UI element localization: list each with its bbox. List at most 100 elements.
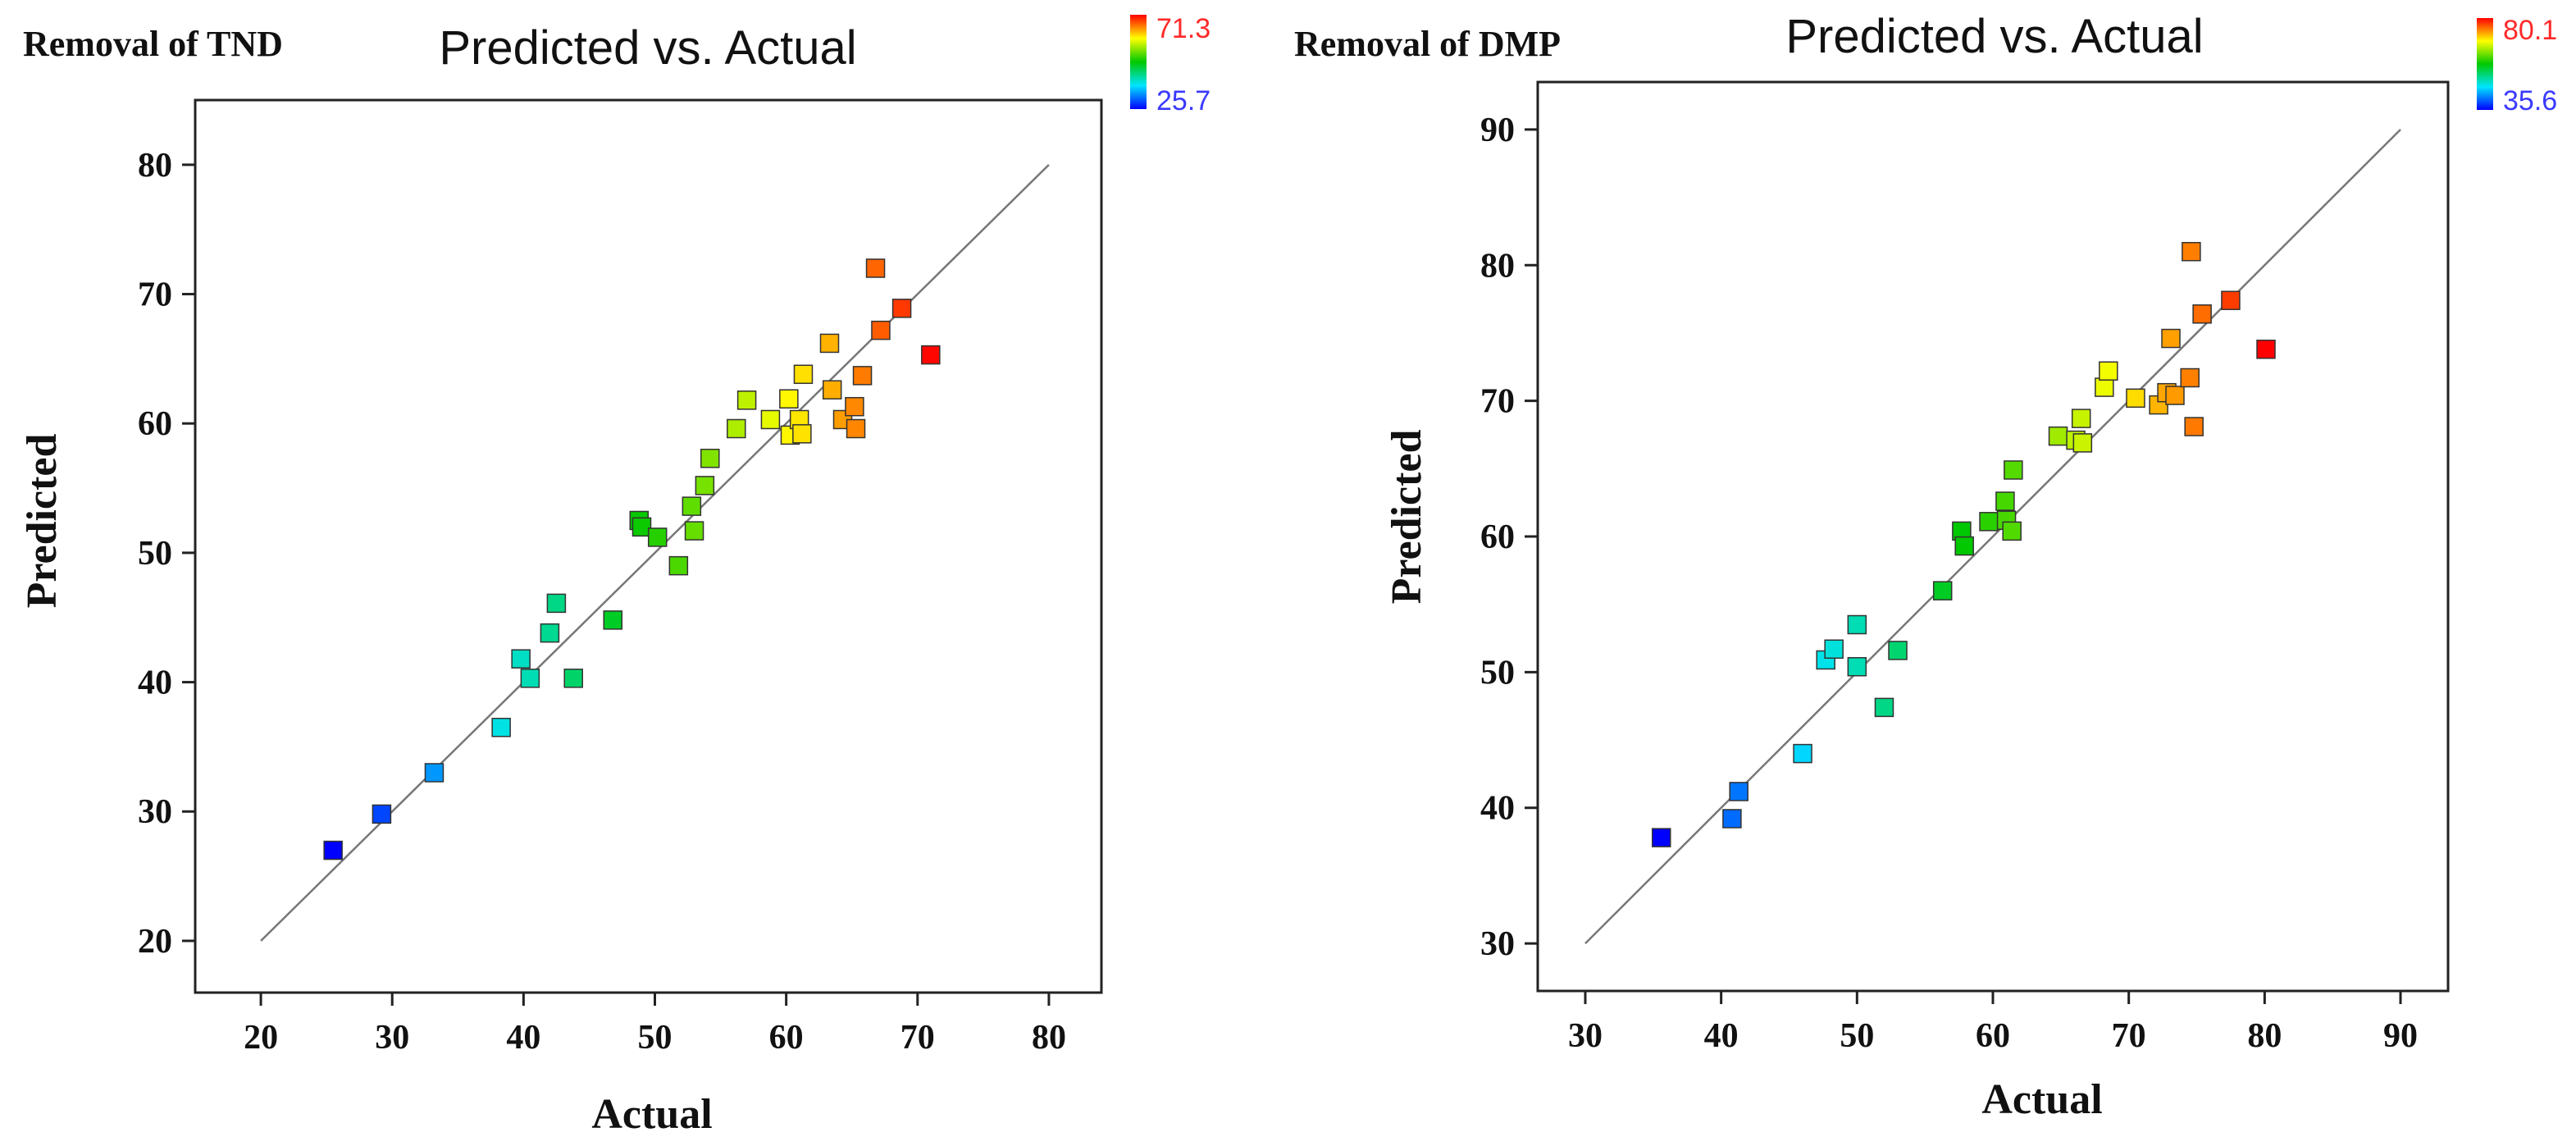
corner-label-dmp: Removal of DMP (1294, 24, 1561, 64)
data-point-tnd (647, 527, 668, 547)
y-tick-label-tnd: 80 (138, 147, 172, 185)
data-point-tnd (511, 649, 531, 669)
data-point-dmp (2071, 409, 2091, 428)
x-tick-label-dmp: 90 (2383, 1017, 2418, 1055)
data-point-tnd (603, 610, 623, 630)
data-point-tnd (871, 320, 891, 340)
data-point-tnd (760, 409, 781, 430)
data-point-dmp (2192, 304, 2212, 324)
x-tick-label-tnd: 80 (1032, 1019, 1066, 1057)
data-point-tnd (736, 390, 757, 410)
y-tick-label-dmp: 70 (1480, 383, 1515, 421)
data-point-tnd (424, 763, 445, 783)
x-tick-label-dmp: 60 (1976, 1017, 2010, 1055)
data-point-tnd (323, 840, 343, 861)
data-point-tnd (491, 718, 511, 737)
data-point-dmp (1847, 614, 1867, 635)
y-tick-label-dmp: 40 (1480, 790, 1515, 828)
data-point-dmp (1995, 491, 2015, 511)
color-scale-bar-tnd (1130, 15, 1147, 109)
data-point-dmp (2002, 521, 2022, 541)
plot-area-tnd (194, 98, 1103, 994)
data-point-dmp (1874, 697, 1894, 718)
y-tick-label-dmp: 50 (1480, 654, 1515, 692)
reference-diagonal-tnd (260, 163, 1050, 942)
x-axis-label-dmp: Actual (1981, 1076, 2102, 1123)
y-tick-label-dmp: 90 (1480, 112, 1515, 149)
data-point-dmp (2099, 361, 2118, 381)
data-point-dmp (2048, 426, 2068, 446)
corner-label-tnd: Removal of TND (23, 24, 283, 64)
x-axis-label-tnd: Actual (591, 1091, 712, 1138)
y-tick-label-tnd: 40 (138, 664, 172, 702)
x-tick-label-tnd: 40 (506, 1019, 540, 1057)
data-point-tnd (845, 396, 864, 417)
data-point-dmp (2004, 460, 2023, 480)
data-point-dmp (2184, 417, 2204, 436)
data-point-dmp (2161, 328, 2181, 349)
data-point-tnd (852, 366, 873, 386)
data-point-dmp (1888, 641, 1908, 660)
data-point-dmp (1824, 639, 1844, 660)
data-point-dmp (2165, 386, 2185, 405)
data-point-dmp (2072, 433, 2093, 453)
data-point-dmp (2095, 377, 2114, 397)
data-point-tnd (865, 258, 886, 278)
data-point-tnd (792, 424, 812, 444)
x-tick-label-tnd: 50 (638, 1019, 672, 1057)
data-point-tnd (891, 299, 912, 318)
color-scale-max-dmp: 80.1 (2503, 15, 2557, 46)
x-tick-label-dmp: 40 (1704, 1017, 1739, 1055)
data-point-tnd (695, 476, 715, 495)
data-point-tnd (700, 449, 720, 468)
y-tick-label-dmp: 30 (1480, 925, 1515, 963)
data-point-tnd (668, 555, 689, 576)
data-point-tnd (846, 418, 866, 439)
data-point-tnd (822, 380, 842, 400)
y-axis-label-dmp: Predicted (1384, 430, 1430, 605)
panel-tnd: Removal of TND Predicted vs. Actual 20 30… (19, 13, 1210, 1138)
y-tick-label-tnd: 50 (138, 535, 172, 573)
panel-dmp: Removal of DMP Predicted vs. Actual 30 40… (1294, 10, 2557, 1123)
data-point-dmp (2126, 388, 2145, 409)
data-point-tnd (540, 623, 560, 643)
scatter-points-dmp (1652, 241, 2276, 847)
data-point-dmp (2221, 290, 2241, 311)
x-axis-dmp: 30 40 50 60 70 80 90 (1568, 991, 2418, 1055)
x-axis-tnd: 20 30 40 50 60 70 80 (244, 993, 1066, 1057)
data-point-dmp (1979, 512, 1999, 532)
y-tick-label-tnd: 30 (138, 793, 172, 831)
x-tick-label-tnd: 60 (769, 1019, 804, 1057)
scatter-points-tnd (323, 258, 941, 861)
x-tick-label-dmp: 70 (2112, 1017, 2146, 1055)
color-scale-min-tnd: 25.7 (1156, 85, 1210, 116)
y-tick-label-tnd: 60 (138, 405, 172, 443)
data-point-dmp (2256, 340, 2276, 359)
data-point-tnd (563, 669, 583, 688)
y-tick-label-dmp: 60 (1480, 518, 1515, 556)
x-tick-label-dmp: 80 (2247, 1017, 2282, 1055)
x-tick-label-dmp: 30 (1568, 1017, 1603, 1055)
data-point-dmp (2180, 368, 2200, 388)
reference-diagonal-dmp (1584, 128, 2401, 945)
data-point-tnd (631, 517, 652, 537)
data-point-dmp (1847, 657, 1867, 677)
y-axis-tnd: 20 30 40 50 60 70 80 (138, 147, 195, 961)
data-point-dmp (1932, 581, 1953, 600)
color-scale-max-tnd: 71.3 (1156, 13, 1210, 44)
data-point-dmp (1722, 809, 1742, 829)
chart-title-dmp: Predicted vs. Actual (1785, 10, 2203, 63)
data-point-tnd (684, 521, 704, 541)
y-tick-label-tnd: 70 (138, 276, 172, 314)
data-point-dmp (1652, 828, 1671, 847)
x-tick-label-tnd: 70 (900, 1019, 935, 1057)
data-point-dmp (1793, 743, 1812, 764)
data-point-tnd (779, 389, 799, 409)
data-point-tnd (727, 418, 746, 439)
data-point-tnd (372, 804, 392, 824)
y-axis-label-tnd: Predicted (19, 434, 66, 609)
data-point-dmp (2182, 241, 2201, 262)
data-point-tnd (819, 333, 840, 354)
data-point-tnd (793, 364, 814, 385)
